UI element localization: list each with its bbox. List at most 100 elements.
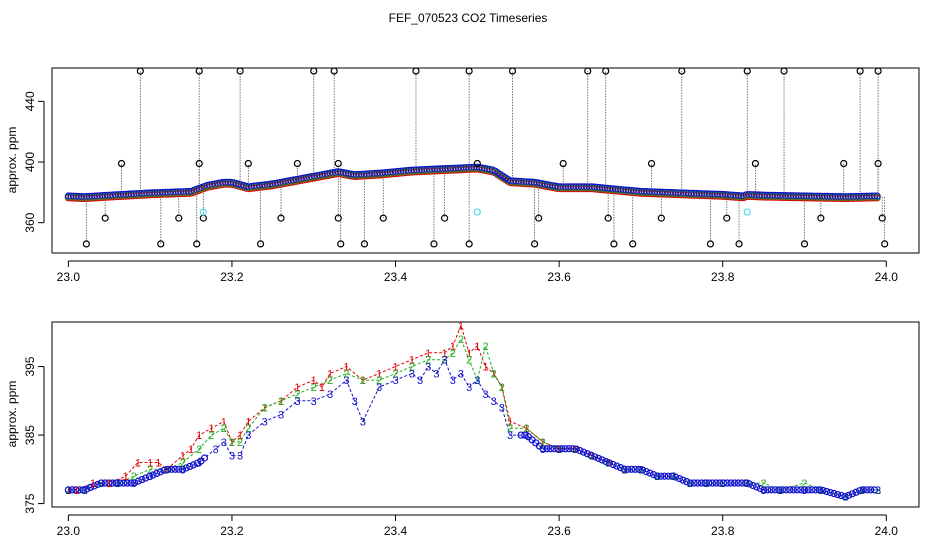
bottom-sample-point [749, 481, 757, 490]
bottom-series-2-marker: 2 [131, 471, 137, 483]
bottom-series-2-marker: 2 [360, 375, 366, 387]
bottom-series-3-marker: 3 [360, 416, 366, 428]
bottom-sample-point [598, 456, 606, 464]
bottom-series-2-marker: 2 [859, 485, 865, 497]
bottom-series-3-marker: 3 [687, 478, 693, 490]
bottom-y-tick-label: 385 [23, 425, 37, 445]
bottom-sample-point [167, 465, 176, 473]
top-outlier-point [293, 159, 301, 168]
bottom-sample-point [719, 479, 728, 487]
bottom-series-2-marker: 2 [801, 478, 807, 490]
bottom-series-1-marker: 1 [73, 485, 79, 497]
top-x-tick-label: 23.4 [384, 270, 408, 284]
bottom-series-3-marker: 3 [417, 375, 423, 387]
bottom-series-3-marker: 3 [114, 478, 120, 490]
bottom-series-1-marker: 1 [425, 348, 431, 360]
top-flagged-point [473, 208, 481, 216]
top-flagged-point [199, 208, 207, 216]
top-data-points [64, 67, 889, 248]
top-outlier-point [678, 67, 686, 75]
top-outlier-point [602, 67, 610, 75]
bottom-series-3-marker: 3 [466, 382, 472, 394]
bottom-series-3-marker: 3 [499, 403, 505, 415]
bottom-sample-point [712, 479, 720, 487]
bottom-sample-point [72, 486, 80, 494]
top-outlier-point [817, 214, 825, 222]
top-outlier-point [82, 240, 90, 248]
bottom-sample-point [775, 486, 783, 494]
top-outlier-point [360, 240, 369, 248]
bottom-sample-point [856, 487, 864, 495]
bottom-sample-point [690, 479, 698, 487]
bottom-series-3-marker: 3 [540, 444, 546, 456]
bottom-sample-point [811, 486, 820, 494]
bottom-series-2-marker: 2 [65, 485, 71, 497]
bottom-sample-point [175, 465, 183, 473]
bottom-series-3-marker: 3 [777, 485, 783, 497]
bottom-series-2-marker: 2 [474, 375, 480, 387]
bottom-series-2-marker: 2 [376, 375, 382, 387]
top-outlier-point [874, 159, 882, 168]
bottom-series-3-marker: 3 [801, 485, 807, 497]
bottom-sample-point [64, 486, 72, 494]
bottom-sample-point [83, 485, 91, 493]
bottom-sample-point [778, 486, 787, 494]
bottom-sample-point [697, 479, 706, 487]
bottom-series-3-marker: 3 [761, 485, 767, 497]
top-outlier-point [236, 67, 244, 75]
bottom-sample-point [756, 484, 764, 493]
bottom-series-3-marker: 3 [744, 478, 750, 490]
bottom-sample-point [572, 445, 580, 453]
bottom-sample-point [675, 474, 683, 483]
top-y-tick-label: 440 [23, 91, 37, 111]
bottom-sample-point [664, 472, 672, 480]
bottom-sample-point [808, 486, 816, 494]
bottom-sample-point [580, 448, 588, 456]
bottom-sample-point [561, 445, 569, 453]
top-outlier-point [193, 240, 201, 248]
bottom-sample-point [142, 474, 150, 482]
top-outlier-point [277, 214, 285, 222]
top-outlier-point [800, 240, 809, 248]
bottom-sample-point [686, 479, 694, 487]
bottom-sample-point [517, 431, 525, 439]
top-sample-point [873, 192, 881, 200]
bottom-sample-point [138, 475, 146, 484]
bottom-series-3-marker: 3 [376, 382, 382, 394]
bottom-series-1-marker: 1 [482, 362, 488, 374]
bottom-series-3-marker: 3 [65, 485, 71, 497]
bottom-sample-point [797, 486, 805, 494]
bottom-sample-point [105, 479, 113, 487]
bottom-series-1-marker: 1 [589, 451, 595, 463]
bottom-sample-point [68, 486, 76, 494]
bottom-series-2-marker: 2 [491, 368, 497, 380]
bottom-series-3-marker: 3 [409, 368, 415, 380]
bottom-series-3-marker: 3 [474, 375, 480, 387]
top-outlier-point [743, 67, 751, 75]
bottom-sample-point [565, 445, 573, 453]
bottom-sample-point [613, 462, 621, 470]
top-outlier-point [751, 159, 760, 168]
bottom-series-2-marker: 2 [327, 375, 333, 387]
bottom-series-1-marker: 1 [499, 382, 505, 394]
bottom-series-1-marker: 1 [442, 348, 448, 360]
bottom-sample-point [841, 493, 849, 501]
bottom-series-3-line [68, 358, 879, 498]
bottom-sample-point [178, 465, 187, 473]
bottom-series-3-marker: 3 [98, 478, 104, 490]
top-outlier-point [379, 214, 387, 222]
bottom-sample-point [716, 479, 724, 487]
bottom-sample-point [546, 445, 555, 453]
bottom-sample-point [94, 480, 102, 488]
bottom-y-tick-label: 395 [23, 356, 37, 376]
bottom-sample-point [127, 479, 135, 487]
top-y-tick-label: 400 [23, 152, 37, 172]
bottom-sample-point [171, 465, 179, 473]
bottom-series-1-marker: 1 [155, 457, 161, 469]
bottom-series-1-marker: 1 [188, 444, 194, 456]
bottom-series-2-marker: 2 [458, 334, 464, 346]
top-x-tick-label: 23.6 [547, 270, 571, 284]
bottom-series-3-marker: 3 [425, 362, 431, 374]
bottom-series-2-marker: 2 [311, 382, 317, 394]
